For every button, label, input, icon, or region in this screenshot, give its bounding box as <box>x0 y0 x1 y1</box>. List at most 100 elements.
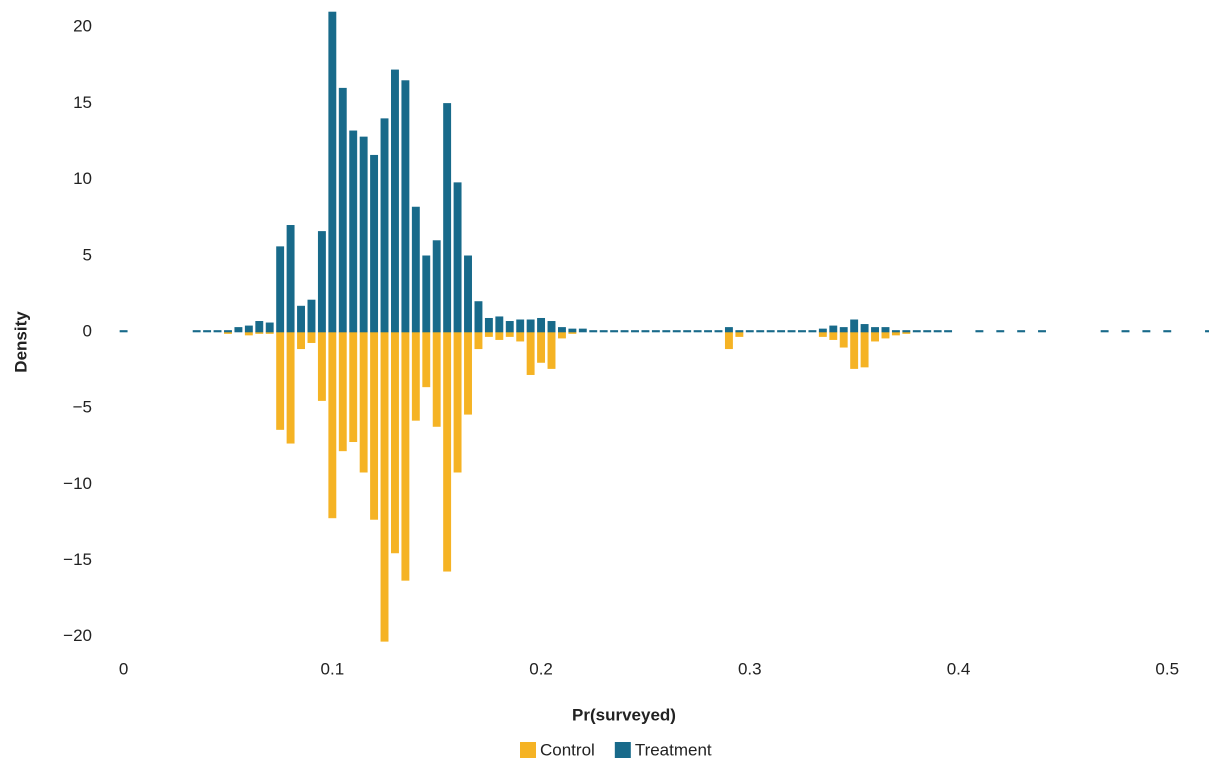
bar <box>631 330 639 333</box>
x-tick-label: 0.2 <box>529 659 553 678</box>
bar <box>704 330 713 333</box>
bar <box>735 330 744 333</box>
bar <box>923 330 932 333</box>
bar <box>620 330 629 333</box>
bar <box>756 330 765 333</box>
bar <box>1142 330 1151 333</box>
bar <box>432 240 441 333</box>
bar <box>881 331 890 339</box>
bar <box>359 136 368 333</box>
y-tick-label: −5 <box>73 398 92 417</box>
bar <box>526 331 535 375</box>
bar <box>610 330 619 333</box>
y-tick-label: −15 <box>63 550 92 569</box>
y-tick-label: 10 <box>73 169 92 188</box>
bar <box>818 328 827 333</box>
bar <box>286 225 295 333</box>
legend-label: Treatment <box>635 740 712 759</box>
bar <box>317 331 326 401</box>
bar <box>495 316 504 333</box>
bar <box>349 331 358 443</box>
bar <box>453 331 462 473</box>
bar <box>891 331 900 336</box>
bar <box>484 317 493 333</box>
bar <box>568 328 577 333</box>
bar <box>1038 330 1046 333</box>
bar <box>244 331 253 336</box>
bar <box>411 206 420 333</box>
bar <box>808 330 817 333</box>
bar <box>839 327 848 333</box>
bar <box>505 321 514 333</box>
bar <box>338 331 347 452</box>
x-tick-label: 0.5 <box>1155 659 1179 678</box>
bar <box>411 331 420 421</box>
y-tick-label: 0 <box>83 321 92 340</box>
bar <box>829 325 838 333</box>
bar <box>1163 330 1172 333</box>
bar <box>474 331 483 350</box>
bar <box>234 327 243 333</box>
bar <box>370 331 379 520</box>
bar <box>391 331 399 554</box>
bar <box>1121 330 1130 333</box>
bar <box>317 231 326 333</box>
bar <box>589 330 598 333</box>
y-tick-label: 20 <box>73 17 92 36</box>
bar <box>422 331 431 388</box>
bar <box>516 319 525 333</box>
bar <box>1017 330 1026 333</box>
bar <box>537 317 546 333</box>
bar <box>328 331 337 519</box>
bar <box>349 130 358 333</box>
bar <box>1205 330 1209 333</box>
bar <box>975 330 984 333</box>
bar <box>651 330 660 333</box>
bar <box>850 331 859 369</box>
bar <box>944 330 953 333</box>
bar <box>724 331 733 350</box>
bar <box>912 330 921 333</box>
bar <box>745 330 754 333</box>
bar <box>871 331 879 342</box>
bar <box>693 330 702 333</box>
bar <box>422 255 431 333</box>
bar <box>484 331 493 337</box>
bar <box>871 327 879 333</box>
bar <box>537 331 546 363</box>
bar <box>672 330 681 333</box>
bar <box>307 299 316 333</box>
bar <box>495 331 504 340</box>
bar <box>380 118 389 333</box>
bar <box>297 305 305 333</box>
bar <box>443 331 452 572</box>
bar <box>244 325 253 333</box>
bar <box>724 327 733 333</box>
bar <box>860 331 869 368</box>
bar <box>526 319 535 333</box>
x-tick-label: 0.3 <box>738 659 762 678</box>
bar <box>557 327 566 333</box>
bar <box>599 330 608 333</box>
x-axis-label: Pr(surveyed) <box>572 705 676 724</box>
x-tick-label: 0.4 <box>947 659 971 678</box>
bar <box>192 330 201 333</box>
bar <box>516 331 525 342</box>
bar <box>391 69 399 333</box>
legend-label: Control <box>540 740 595 759</box>
bar <box>735 331 744 337</box>
bar <box>286 331 295 444</box>
bar <box>850 319 859 333</box>
bar <box>829 331 838 340</box>
bar <box>505 331 514 337</box>
y-tick-label: −20 <box>63 626 92 645</box>
bar <box>370 154 379 333</box>
x-tick-label: 0 <box>119 659 128 678</box>
bar <box>860 324 869 333</box>
y-tick-label: −10 <box>63 474 92 493</box>
bar <box>338 87 347 333</box>
legend-swatch <box>520 742 536 758</box>
bar <box>464 255 472 333</box>
bar <box>119 330 128 333</box>
bar <box>224 330 232 333</box>
